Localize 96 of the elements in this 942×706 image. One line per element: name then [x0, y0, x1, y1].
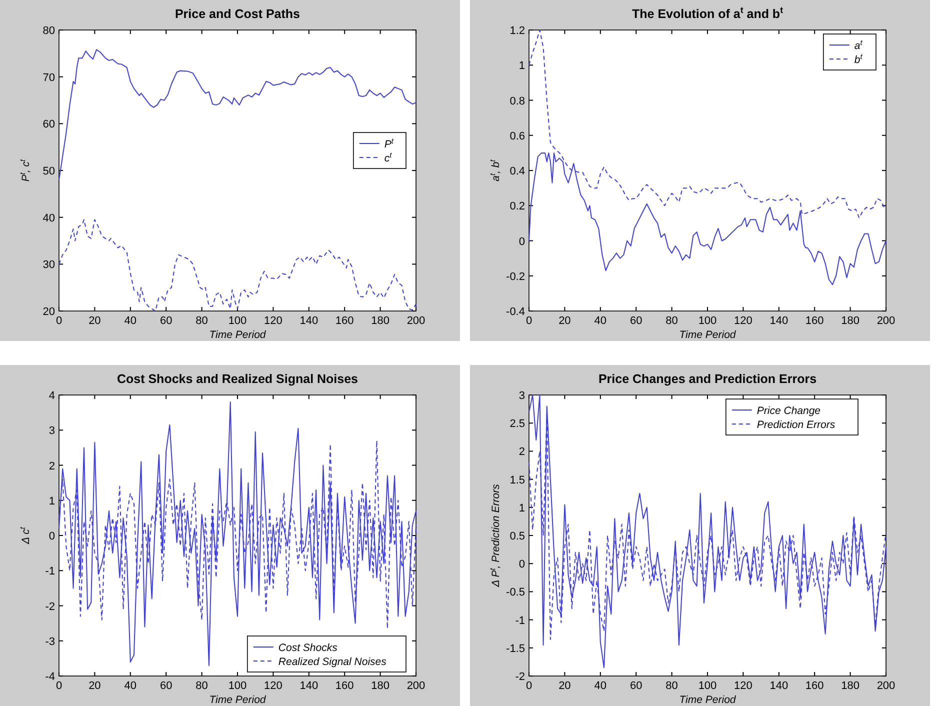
y-tick-label: -0.5: [506, 586, 525, 599]
y-tick-label: -0.2: [506, 270, 525, 283]
y-tick-label: 70: [42, 72, 55, 84]
x-tick-label: 100: [228, 680, 247, 692]
x-axis-title: Time Period: [209, 694, 267, 706]
legend-label: b$^{t}$: [854, 52, 864, 66]
legend-label: Prediction Errors: [756, 419, 836, 431]
y-tick-label: 0.2: [510, 200, 525, 213]
x-tick-label: 80: [666, 680, 678, 692]
y-tick-label: 0: [518, 558, 525, 571]
y-tick-label: 3: [48, 425, 55, 438]
chart-title: Price and Cost Paths: [174, 7, 300, 21]
x-tick-label: 100: [698, 680, 717, 692]
y-tick-label: 0: [518, 236, 525, 248]
y-tick-label: -1: [515, 614, 525, 627]
x-axis-title: Time Period: [679, 694, 737, 706]
y-tick-label: 4: [48, 390, 55, 402]
line-series: [528, 394, 886, 668]
legend-label: c$^{t}$: [384, 150, 393, 164]
x-tick-label: 200: [876, 315, 896, 327]
y-tick-label: 2: [48, 460, 55, 472]
y-tick-label: 1: [48, 495, 55, 508]
x-tick-label: 100: [228, 315, 247, 327]
y-tick-label: -2: [515, 671, 525, 683]
x-tick-label: 80: [196, 680, 208, 692]
chart-title: Price Changes and Prediction Errors: [598, 372, 817, 386]
x-tick-label: 60: [160, 315, 172, 327]
x-axis-title: Time Period: [679, 329, 737, 341]
line-series: [58, 402, 416, 666]
x-tick-label: 160: [335, 315, 354, 327]
y-tick-label: 30: [42, 259, 55, 272]
y-tick-label: -4: [45, 671, 55, 683]
x-tick-label: 200: [406, 680, 426, 692]
legend-label: Cost Shocks: [278, 642, 338, 654]
x-tick-label: 120: [264, 680, 282, 692]
x-tick-label: 20: [88, 680, 101, 692]
x-tick-label: 180: [841, 315, 860, 327]
x-tick-label: 100: [698, 315, 717, 327]
x-tick-label: 120: [264, 315, 282, 327]
x-tick-label: 200: [406, 315, 426, 327]
x-tick-label: 140: [770, 315, 788, 327]
legend-label: P$^{t}$: [384, 136, 394, 150]
y-tick-label: 3: [518, 390, 525, 402]
y-tick-label: 1: [518, 502, 525, 514]
y-tick-label: 1.5: [510, 474, 525, 486]
y-tick-label: 50: [42, 166, 55, 178]
x-tick-label: 120: [734, 315, 752, 327]
x-tick-label: 180: [371, 680, 390, 692]
y-tick-label: 60: [42, 118, 55, 131]
y-tick-label: 20: [42, 306, 55, 318]
chart-title: Cost Shocks and Realized Signal Noises: [116, 372, 358, 386]
legend-label: a$^{t}$: [854, 38, 864, 52]
x-tick-label: 40: [594, 680, 607, 692]
y-tick-label: -2: [45, 600, 55, 613]
y-tick-label: 1: [518, 60, 525, 72]
y-tick-label: 1.2: [510, 25, 525, 37]
x-tick-label: 120: [734, 680, 752, 692]
x-tick-label: 40: [124, 680, 137, 692]
y-tick-label: 0.5: [510, 530, 525, 542]
x-tick-label: 180: [371, 315, 390, 327]
y-tick-label: 0.6: [510, 130, 525, 142]
x-tick-label: 140: [300, 680, 318, 692]
x-tick-label: 20: [558, 315, 571, 327]
line-series: [58, 49, 416, 180]
y-tick-label: 40: [42, 212, 55, 224]
y-tick-label: -1.5: [506, 642, 525, 655]
y-tick-label: 2.5: [510, 418, 525, 430]
legend-label: Price Change: [756, 405, 821, 417]
x-tick-label: 160: [805, 680, 824, 692]
x-tick-label: 80: [196, 315, 208, 327]
line-series: [58, 219, 416, 312]
x-tick-label: 60: [630, 680, 642, 692]
y-tick-label: 0.4: [510, 166, 525, 178]
legend-label: Realized Signal Noises: [278, 656, 388, 668]
x-tick-label: 60: [160, 680, 172, 692]
x-tick-label: 40: [124, 315, 137, 327]
x-tick-label: 200: [876, 680, 896, 692]
y-tick-label: 80: [42, 25, 55, 37]
y-tick-label: -1: [45, 566, 55, 578]
y-tick-label: 0.8: [510, 95, 525, 108]
chart-title: The Evolution of a$^{t}$ and b$^{t}$: [632, 5, 784, 21]
x-tick-label: 80: [666, 315, 678, 327]
y-tick-label: -3: [45, 636, 55, 648]
x-axis-title: Time Period: [209, 329, 267, 341]
x-tick-label: 180: [841, 680, 860, 692]
y-tick-label: 2: [518, 446, 525, 458]
x-tick-label: 60: [630, 315, 642, 327]
x-tick-label: 160: [335, 680, 354, 692]
x-tick-label: 160: [805, 315, 824, 327]
x-tick-label: 140: [770, 680, 788, 692]
x-tick-label: 20: [558, 680, 571, 692]
x-tick-label: 40: [594, 315, 607, 327]
x-tick-label: 20: [88, 315, 101, 327]
y-tick-label: 0: [48, 530, 55, 542]
y-tick-label: -0.4: [506, 306, 525, 318]
x-tick-label: 140: [300, 315, 318, 327]
